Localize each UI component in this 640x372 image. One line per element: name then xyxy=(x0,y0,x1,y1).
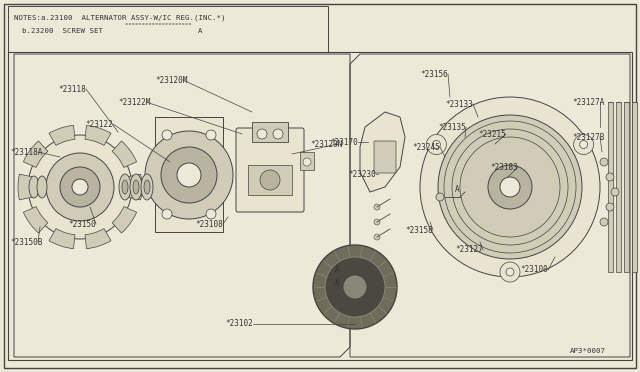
Bar xyxy=(8,52,632,360)
Circle shape xyxy=(343,275,367,299)
Bar xyxy=(252,122,288,142)
Circle shape xyxy=(374,204,380,210)
Circle shape xyxy=(303,158,311,166)
Bar xyxy=(608,102,613,272)
Text: *23230: *23230 xyxy=(348,170,376,179)
Circle shape xyxy=(60,167,100,207)
Wedge shape xyxy=(127,174,142,200)
Wedge shape xyxy=(49,228,75,248)
Wedge shape xyxy=(49,125,75,145)
FancyBboxPatch shape xyxy=(374,141,396,173)
Circle shape xyxy=(426,135,446,154)
FancyBboxPatch shape xyxy=(236,128,304,212)
Text: *23108: *23108 xyxy=(195,219,223,228)
Wedge shape xyxy=(85,125,111,145)
Text: *23245: *23245 xyxy=(412,142,440,151)
Text: *23150B: *23150B xyxy=(10,237,42,247)
Circle shape xyxy=(46,153,114,221)
Circle shape xyxy=(573,135,594,154)
Wedge shape xyxy=(24,206,48,233)
Text: *23118: *23118 xyxy=(58,84,86,93)
Text: *23183: *23183 xyxy=(490,163,518,171)
Circle shape xyxy=(162,209,172,219)
Text: *23122M: *23122M xyxy=(118,97,150,106)
Circle shape xyxy=(206,209,216,219)
Text: A: A xyxy=(335,266,340,275)
Text: *23120M: *23120M xyxy=(155,76,188,84)
Circle shape xyxy=(260,170,280,190)
Circle shape xyxy=(28,135,132,239)
Circle shape xyxy=(433,141,440,148)
Bar xyxy=(616,102,621,272)
Ellipse shape xyxy=(141,174,153,200)
Bar xyxy=(8,6,328,52)
Circle shape xyxy=(606,203,614,211)
Circle shape xyxy=(600,158,608,166)
Circle shape xyxy=(162,130,172,140)
Circle shape xyxy=(145,131,233,219)
Text: *23133: *23133 xyxy=(445,99,473,109)
Ellipse shape xyxy=(37,176,47,198)
Text: *23135: *23135 xyxy=(438,122,466,131)
Text: *23127B: *23127B xyxy=(572,132,604,141)
Text: A: A xyxy=(335,279,340,289)
Bar xyxy=(632,102,637,272)
Text: AP3*0007: AP3*0007 xyxy=(570,348,606,354)
Ellipse shape xyxy=(144,180,150,194)
Ellipse shape xyxy=(122,180,128,194)
Ellipse shape xyxy=(133,180,139,194)
Circle shape xyxy=(580,141,588,148)
Ellipse shape xyxy=(119,174,131,200)
Circle shape xyxy=(374,234,380,240)
Wedge shape xyxy=(24,141,48,167)
Text: *23127A: *23127A xyxy=(572,97,604,106)
Circle shape xyxy=(436,193,444,201)
Text: A: A xyxy=(198,28,202,34)
Circle shape xyxy=(500,177,520,197)
Circle shape xyxy=(177,163,201,187)
Circle shape xyxy=(325,257,385,317)
Circle shape xyxy=(488,165,532,209)
Circle shape xyxy=(600,218,608,226)
Circle shape xyxy=(438,115,582,259)
Text: b.23200  SCREW SET: b.23200 SCREW SET xyxy=(22,28,103,34)
Ellipse shape xyxy=(29,176,39,198)
Wedge shape xyxy=(85,228,111,248)
Circle shape xyxy=(420,97,600,277)
Circle shape xyxy=(257,129,267,139)
Text: *23215: *23215 xyxy=(478,129,506,138)
Circle shape xyxy=(273,129,283,139)
Text: *23158: *23158 xyxy=(405,225,433,234)
Text: *23122: *23122 xyxy=(85,119,113,128)
Circle shape xyxy=(313,245,397,329)
Polygon shape xyxy=(360,112,405,192)
Text: *23127: *23127 xyxy=(455,246,483,254)
Text: *23120N: *23120N xyxy=(310,140,342,148)
Text: NOTES:a.23100  ALTERNATOR ASSY-W/IC REG.(INC.*): NOTES:a.23100 ALTERNATOR ASSY-W/IC REG.(… xyxy=(14,14,225,20)
Text: *23118A: *23118A xyxy=(10,148,42,157)
Text: A: A xyxy=(455,185,460,193)
Circle shape xyxy=(161,147,217,203)
Circle shape xyxy=(506,268,514,276)
Text: *23156: *23156 xyxy=(420,70,448,78)
Bar xyxy=(624,102,629,272)
Wedge shape xyxy=(112,206,136,233)
Text: *23102: *23102 xyxy=(225,320,253,328)
Bar xyxy=(300,152,314,170)
Circle shape xyxy=(374,219,380,225)
Text: *23170: *23170 xyxy=(330,138,358,147)
Circle shape xyxy=(611,188,619,196)
Circle shape xyxy=(500,262,520,282)
Wedge shape xyxy=(112,141,136,167)
Circle shape xyxy=(72,179,88,195)
Circle shape xyxy=(606,173,614,181)
Text: *23150: *23150 xyxy=(68,219,96,228)
Text: *23100: *23100 xyxy=(520,266,548,275)
Bar xyxy=(155,117,223,232)
Wedge shape xyxy=(18,174,33,200)
Ellipse shape xyxy=(130,174,142,200)
Circle shape xyxy=(206,130,216,140)
Bar xyxy=(248,165,292,195)
